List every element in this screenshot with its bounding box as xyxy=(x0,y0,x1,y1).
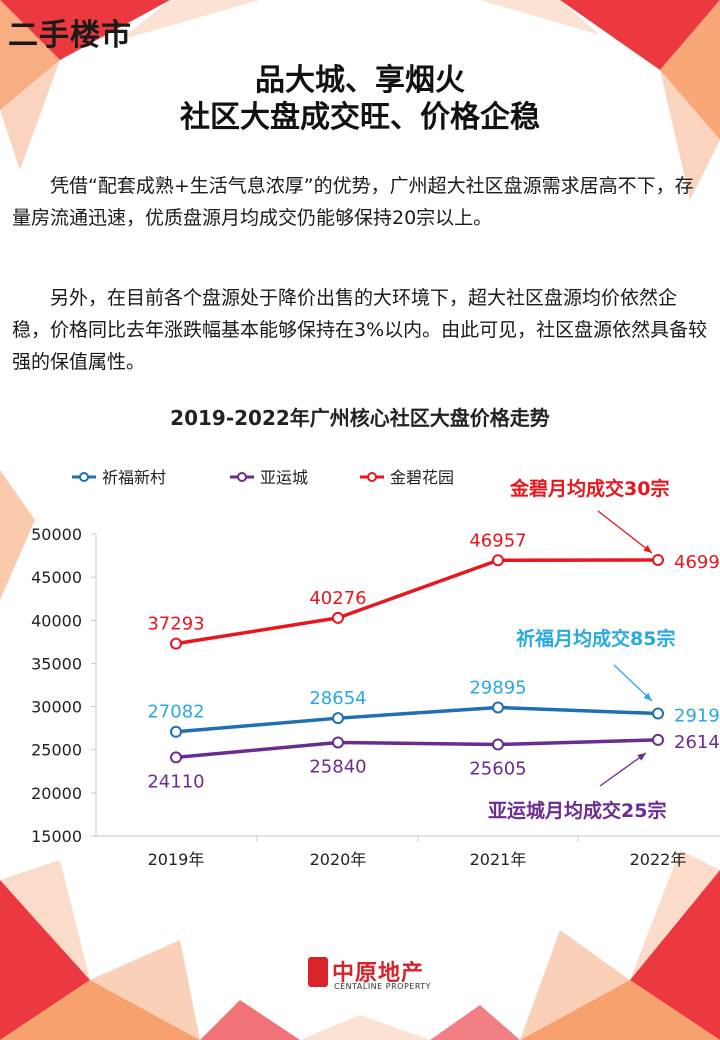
logo-seal-icon xyxy=(308,957,328,987)
data-label: 24110 xyxy=(147,771,204,792)
legend-marker xyxy=(367,472,377,482)
line-chart: 15000 20000 25000 30000 35000 40000 45000 50000… xyxy=(31,468,720,869)
y-tick-label: 40000 xyxy=(31,611,82,630)
y-tick-label: 15000 xyxy=(31,827,82,846)
series-line xyxy=(175,558,659,646)
section-tag: 二手楼市 xyxy=(8,18,132,53)
data-point xyxy=(652,553,664,566)
y-tick-label: 35000 xyxy=(31,654,82,673)
data-point xyxy=(492,554,504,567)
annotation-arrow xyxy=(613,664,653,702)
data-point xyxy=(652,733,664,746)
data-label: 25605 xyxy=(469,758,526,779)
annotation-label: 金碧月均成交30宗 xyxy=(509,477,669,500)
annotation-arrow xyxy=(597,510,653,554)
annotation-label: 亚运城月均成交25宗 xyxy=(488,799,666,822)
logo-subtitle: CENTALINE PROPERTY xyxy=(334,982,432,991)
data-point xyxy=(170,637,182,650)
data-label: 25840 xyxy=(309,756,366,777)
y-tick-label: 20000 xyxy=(31,784,82,803)
x-tick-label: 2022年 xyxy=(630,850,687,869)
legend-label: 亚运城 xyxy=(260,468,308,487)
y-tick-label: 45000 xyxy=(31,568,82,587)
y-tick-label: 50000 xyxy=(31,525,82,544)
chart-title: 2019-2022年广州核心社区大盘价格走势 xyxy=(170,406,550,430)
data-label: 27082 xyxy=(147,702,204,723)
data-label: 29895 xyxy=(469,677,526,698)
legend-label: 祈福新村 xyxy=(102,468,166,487)
annotation-label: 祈福月均成交85宗 xyxy=(516,627,675,650)
data-label: 46957 xyxy=(469,530,526,551)
data-label: 37293 xyxy=(147,614,204,635)
data-point xyxy=(332,611,344,624)
data-label: 26141 xyxy=(674,732,720,753)
logo-name: 中原地产 xyxy=(332,961,425,986)
legend-marker xyxy=(237,472,247,482)
x-tick-label: 2020年 xyxy=(310,850,367,869)
data-point xyxy=(170,725,182,738)
annotation-arrowhead xyxy=(643,545,652,553)
paragraph-1: 凭借“配套成熟+生活气息浓厚”的优势，广州超大社区盘源需求居高不下，存量房流通迅… xyxy=(12,175,694,229)
data-label: 28654 xyxy=(309,688,366,709)
data-label: 40276 xyxy=(309,588,366,609)
company-logo: 中原地产 CENTALINE PROPERTY xyxy=(308,955,448,995)
paragraph-2: 另外，在目前各个盘源处于降价出售的大环境下，超大社区盘源均价依然企稳，价格同比去… xyxy=(12,287,708,373)
annotation-arrowhead xyxy=(637,753,646,761)
headline-line-1: 品大城、享烟火 xyxy=(255,63,465,98)
data-point xyxy=(170,751,182,764)
legend-label: 金碧花园 xyxy=(390,468,454,487)
annotation-arrow xyxy=(599,752,647,787)
headline-line-2: 社区大盘成交旺、价格企稳 xyxy=(180,100,540,135)
data-point xyxy=(332,736,344,749)
series-line xyxy=(175,738,659,760)
x-tick-label: 2019年 xyxy=(148,850,205,869)
y-tick-label: 30000 xyxy=(31,698,82,717)
data-point xyxy=(492,738,504,751)
series-line xyxy=(175,705,659,734)
data-point xyxy=(492,701,504,714)
data-point xyxy=(332,712,344,725)
data-label: 4699 xyxy=(674,552,720,573)
annotation-arrowhead xyxy=(643,692,652,701)
legend-marker xyxy=(79,472,89,482)
x-tick-label: 2021年 xyxy=(470,850,527,869)
data-point xyxy=(652,707,664,720)
y-tick-label: 25000 xyxy=(31,741,82,760)
